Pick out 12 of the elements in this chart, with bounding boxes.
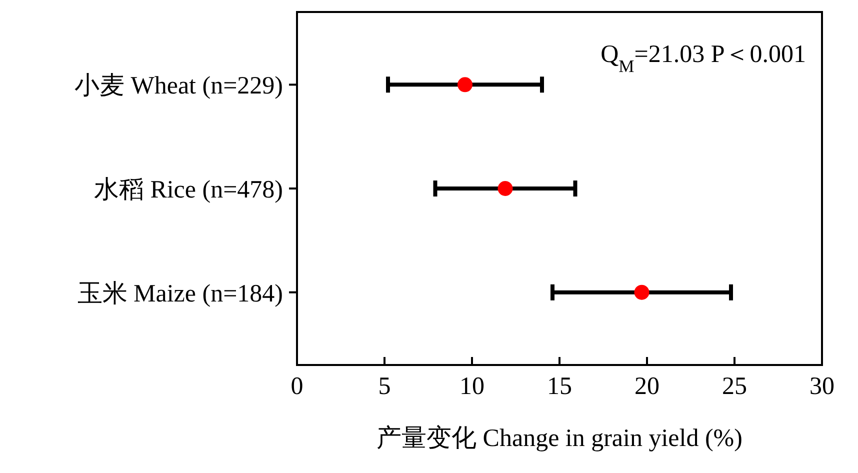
x-tick-label: 20 bbox=[634, 373, 660, 400]
y-tick-label: 玉米 Maize (n=184) bbox=[77, 280, 283, 308]
annotation: Q$_{M}$=21.03 P＜0.001 bbox=[600, 41, 806, 76]
x-tick-label: 10 bbox=[460, 373, 484, 400]
x-tick-label: 0 bbox=[290, 373, 304, 400]
x-axis-title: 产量变化 Change in grain yield (%) bbox=[376, 424, 742, 452]
x-tick-label: 15 bbox=[547, 373, 572, 400]
x-tick-label: 5 bbox=[378, 373, 391, 400]
x-tick-label: 30 bbox=[810, 373, 834, 400]
x-tick-label: 25 bbox=[722, 373, 747, 400]
y-tick-label: 小麦 Wheat (n=229) bbox=[74, 72, 283, 100]
y-tick-label: 水稻 Rice (n=478) bbox=[94, 176, 283, 204]
